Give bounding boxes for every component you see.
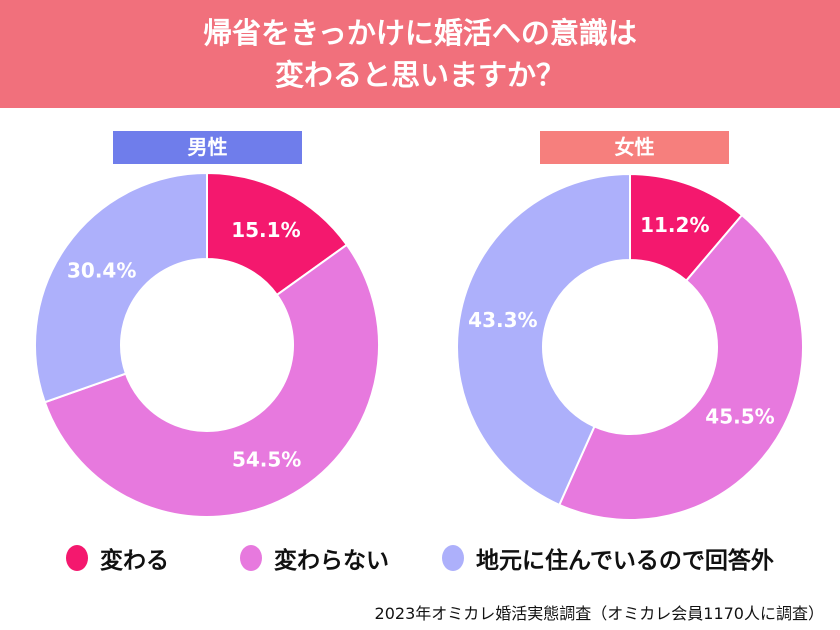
legend-dot-not-applicable (442, 545, 464, 571)
data-label-male-change: 15.1% (231, 218, 300, 242)
legend-label: 変わらない (274, 548, 389, 574)
title-line-2: 変わると思いますか？ (274, 58, 565, 92)
legend-dot-no-change (240, 545, 262, 571)
legend-label: 地元に住んでいるので回答外 (476, 548, 774, 574)
data-label-female-not-applicable: 43.3% (468, 308, 537, 332)
slice-female-no-change (557, 213, 805, 521)
chart-title: 帰省をきっかけに婚活への意識は 変わると思いますか？ (0, 0, 840, 108)
slice-female-not-applicable (456, 172, 631, 507)
female-chart-title: 女性 (540, 131, 729, 164)
slice-male-not-applicable (34, 171, 208, 404)
source-note: 2023年オミカレ婚活実態調査（オミカレ会員1170人に調査） (374, 604, 824, 623)
legend-item-no-change: 変わらない (240, 541, 389, 575)
data-label-male-no-change: 54.5% (232, 447, 301, 471)
slice-male-no-change (43, 243, 380, 518)
legend: 変わる 変わらない 地元に住んでいるので回答外 (0, 541, 840, 577)
data-label-female-no-change: 45.5% (705, 404, 774, 428)
male-chart-title: 男性 (113, 131, 302, 164)
legend-item-not-applicable: 地元に住んでいるので回答外 (442, 541, 774, 575)
legend-dot-change (66, 545, 88, 571)
data-label-male-not-applicable: 30.4% (67, 258, 136, 282)
legend-label: 変わる (100, 548, 169, 574)
legend-item-change: 変わる (66, 541, 169, 575)
data-label-female-change: 11.2% (640, 213, 709, 237)
title-line-1: 帰省をきっかけに婚活への意識は (203, 16, 637, 50)
